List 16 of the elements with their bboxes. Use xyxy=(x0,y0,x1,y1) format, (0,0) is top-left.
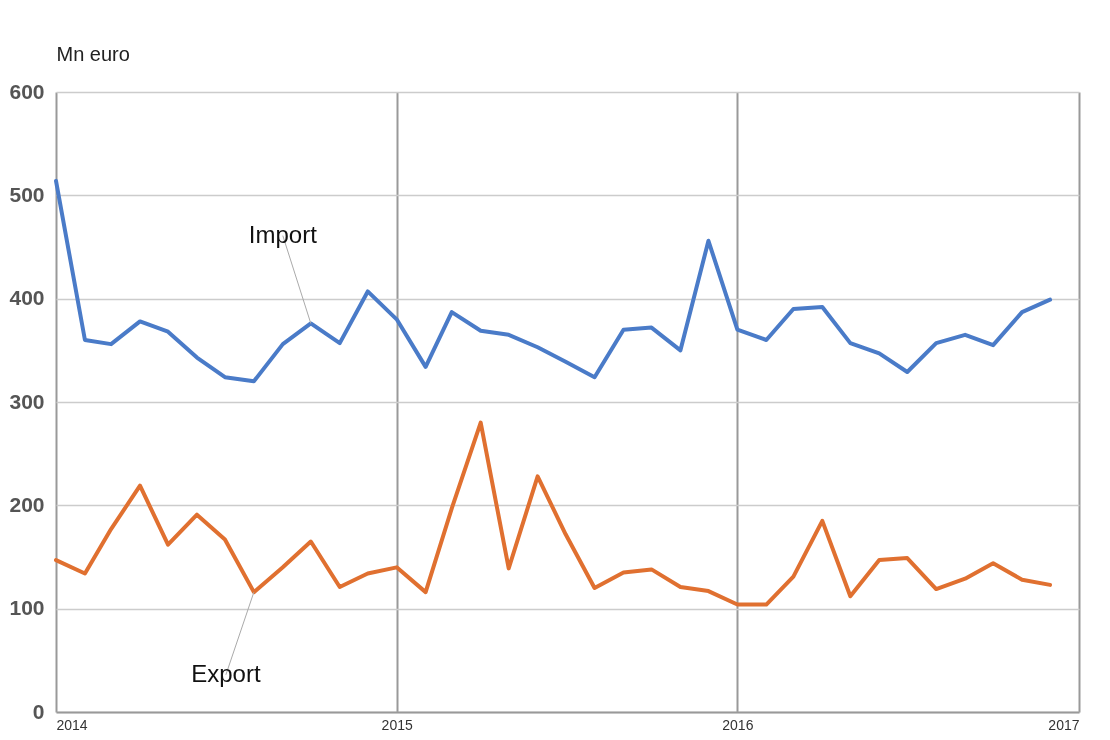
y-tick-label: 300 xyxy=(9,389,45,413)
y-tick-label: 500 xyxy=(9,182,45,206)
line-series xyxy=(54,178,1053,384)
x-tick-label: 2017 xyxy=(1048,716,1080,733)
text: Import xyxy=(248,220,318,248)
y-tick-label: 400 xyxy=(9,286,45,310)
y-tick-label: 600 xyxy=(9,79,45,103)
x-tick-label: 2015 xyxy=(381,716,413,733)
y-tick-label: 0 xyxy=(32,699,45,723)
y-axis-title: Mn euro xyxy=(56,42,130,65)
y-tick-label: 100 xyxy=(9,596,45,620)
y-tick-label: 200 xyxy=(9,492,45,516)
x-tick-label: 2014 xyxy=(56,716,88,733)
text: Export xyxy=(191,659,261,687)
x-tick-label: 2016 xyxy=(722,716,754,733)
line-series xyxy=(54,420,1053,607)
